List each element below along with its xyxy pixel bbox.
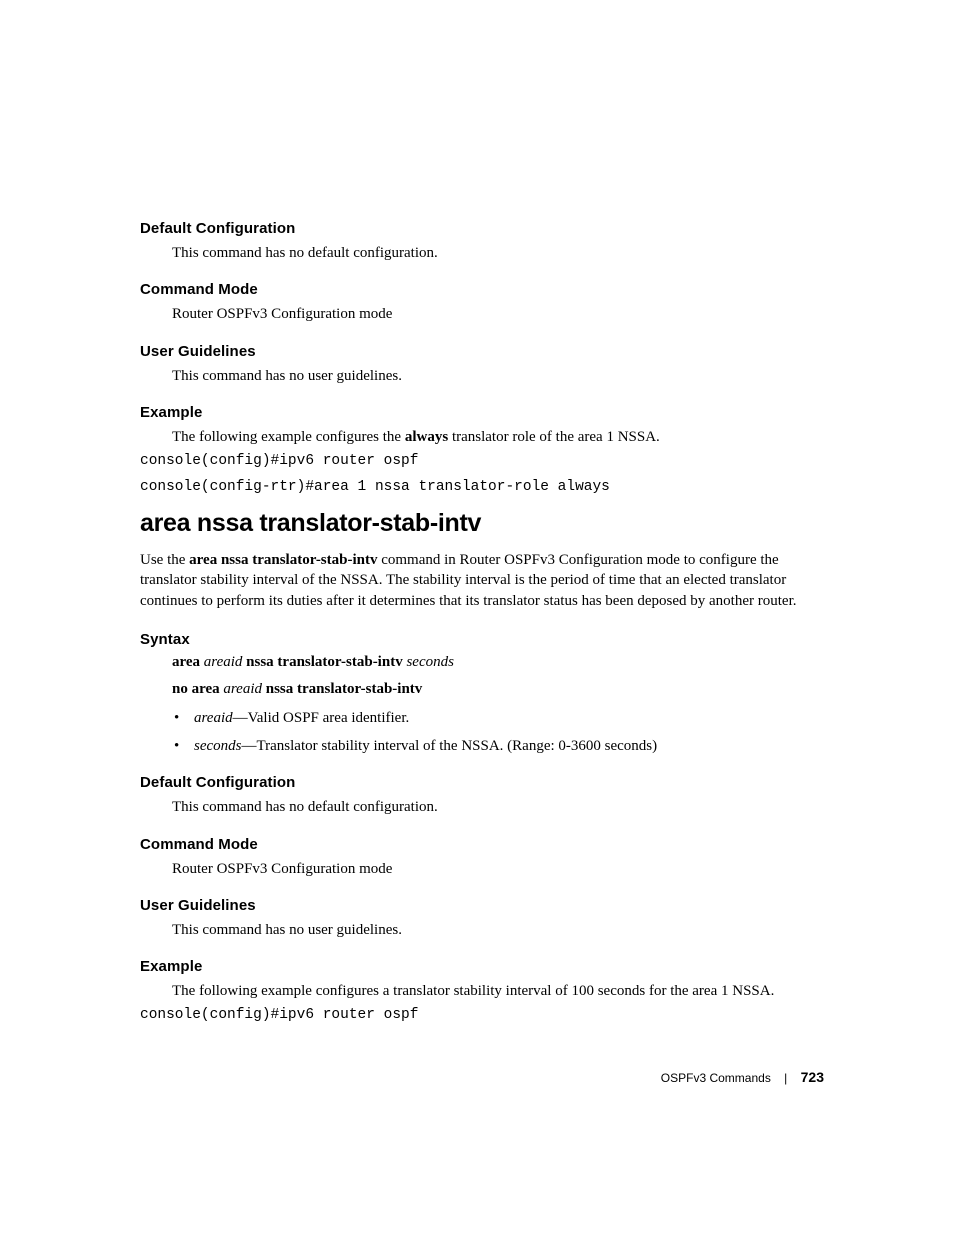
page-footer: OSPFv3 Commands | 723 [661, 1069, 824, 1085]
heading-command-mode-2: Command Mode [140, 836, 824, 853]
heading-user-guidelines-1: User Guidelines [140, 343, 824, 360]
main-heading: area nssa translator-stab-intv [140, 509, 824, 538]
intro-bold: area nssa translator-stab-intv [189, 552, 377, 568]
footer-section: OSPFv3 Commands [661, 1071, 771, 1085]
syntax-line-2: no area areaid nssa translator-stab-intv [140, 681, 824, 698]
bullet-seconds: seconds—Translator stability interval of… [194, 736, 824, 756]
heading-user-guidelines-2: User Guidelines [140, 897, 824, 914]
bullet1-desc: —Valid OSPF area identifier. [233, 710, 410, 726]
heading-syntax: Syntax [140, 631, 824, 648]
body-default-config-2: This command has no default configuratio… [140, 797, 824, 817]
syn2-p3: nssa translator-stab-intv [266, 681, 423, 697]
body-user-guidelines-1: This command has no user guidelines. [140, 366, 824, 386]
intro-paragraph: Use the area nssa translator-stab-intv c… [140, 550, 824, 611]
footer-divider: | [784, 1071, 787, 1085]
heading-command-mode-1: Command Mode [140, 281, 824, 298]
syn2-p1: no area [172, 681, 220, 697]
code-line-1: console(config)#ipv6 router ospf [140, 453, 824, 469]
page-content: Default Configuration This command has n… [0, 0, 954, 1023]
bullet2-term: seconds [194, 738, 242, 754]
syntax-bullets: areaid—Valid OSPF area identifier. secon… [140, 708, 824, 757]
heading-example-2: Example [140, 958, 824, 975]
heading-example-1: Example [140, 404, 824, 421]
heading-default-config-2: Default Configuration [140, 774, 824, 791]
example1-prefix: The following example configures the [172, 429, 405, 445]
footer-page-number: 723 [801, 1069, 824, 1085]
body-example-1: The following example configures the alw… [140, 427, 824, 447]
body-default-config-1: This command has no default configuratio… [140, 243, 824, 263]
syn1-p1: area [172, 654, 200, 670]
syn2-p2: areaid [223, 681, 262, 697]
body-command-mode-1: Router OSPFv3 Configuration mode [140, 304, 824, 324]
intro-pre: Use the [140, 552, 189, 568]
example1-suffix: translator role of the area 1 NSSA. [448, 429, 660, 445]
body-command-mode-2: Router OSPFv3 Configuration mode [140, 859, 824, 879]
bullet-areaid: areaid—Valid OSPF area identifier. [194, 708, 824, 728]
bullet2-desc: —Translator stability interval of the NS… [242, 738, 658, 754]
code-line-2: console(config-rtr)#area 1 nssa translat… [140, 479, 824, 495]
example1-bold: always [405, 429, 448, 445]
syn1-p3: nssa translator-stab-intv [246, 654, 403, 670]
syntax-line-1: area areaid nssa translator-stab-intv se… [140, 654, 824, 671]
heading-default-config-1: Default Configuration [140, 220, 824, 237]
code-line-3: console(config)#ipv6 router ospf [140, 1007, 824, 1023]
syn1-p2: areaid [204, 654, 243, 670]
body-example-2: The following example configures a trans… [140, 981, 824, 1001]
syn1-p4: seconds [406, 654, 454, 670]
bullet1-term: areaid [194, 710, 233, 726]
body-user-guidelines-2: This command has no user guidelines. [140, 920, 824, 940]
